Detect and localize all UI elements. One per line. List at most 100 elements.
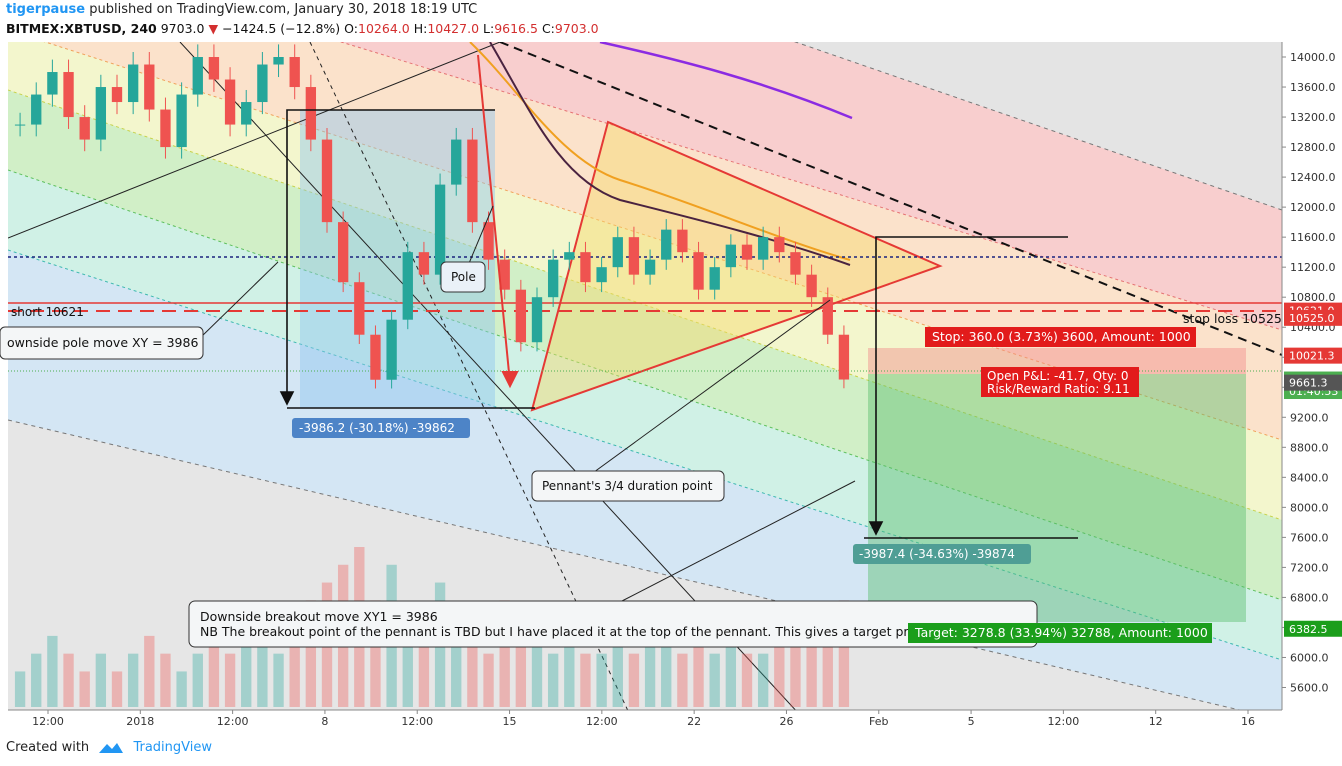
- price-tag-text: 9661.3: [1289, 377, 1328, 390]
- candle-body: [774, 237, 785, 253]
- open-label: O:: [344, 21, 359, 36]
- volume-bar: [402, 618, 413, 707]
- time-axis-bg: [0, 710, 1342, 732]
- candle-body: [370, 334, 381, 380]
- candle-body: [725, 244, 737, 268]
- volume-bar: [564, 635, 575, 707]
- candle-body: [31, 94, 42, 125]
- y-tick-label: 14000.0: [1290, 51, 1336, 64]
- candle-body: [63, 72, 74, 118]
- pnl-box: [981, 367, 1139, 397]
- price-tag-text: 10021.3: [1289, 350, 1335, 363]
- y-tick-label: 13600.0: [1290, 81, 1336, 94]
- volume-bar: [63, 653, 74, 707]
- x-tick-label: 12:00: [586, 715, 618, 728]
- symbol-name[interactable]: BITMEX:XBTUSD, 240: [6, 21, 157, 36]
- volume-bar: [370, 600, 381, 707]
- volume-bar: [806, 635, 817, 707]
- candle-body: [47, 72, 58, 95]
- volume-bar: [580, 653, 591, 707]
- volume-bar: [31, 653, 42, 707]
- y-tick-label: 11200.0: [1290, 261, 1336, 274]
- volume-bar: [838, 600, 850, 707]
- x-tick-label: 5: [968, 715, 975, 728]
- stop-label-text: Stop: 360.0 (3.73%) 3600, Amount: 1000: [932, 329, 1191, 344]
- candle-body: [241, 102, 252, 125]
- pole-arrow: [477, 54, 511, 384]
- candle-body: [79, 117, 90, 140]
- candle-body: [483, 222, 494, 260]
- candle-body: [677, 229, 688, 253]
- x-tick-label: 12: [1149, 715, 1163, 728]
- candle-body: [564, 252, 575, 260]
- candle-body: [596, 267, 607, 283]
- published-text: published on TradingView.com, January 30…: [89, 2, 478, 17]
- volume-bar: [241, 618, 252, 707]
- trend-line: [8, 42, 501, 239]
- volume-bar: [257, 635, 268, 707]
- volume-bar: [499, 600, 510, 707]
- volume-bar: [224, 653, 236, 707]
- volume-bar: [483, 653, 494, 707]
- y-tick-label: 8800.0: [1290, 441, 1329, 454]
- volume-bar: [661, 635, 672, 707]
- candle-body: [806, 274, 817, 298]
- volume-bar: [790, 618, 801, 707]
- x-tick-label: 8: [321, 715, 328, 728]
- volume-bar: [79, 671, 90, 707]
- candle-body: [127, 64, 139, 103]
- leader: [619, 480, 856, 603]
- volume-bar: [612, 635, 623, 707]
- target-label-box: [908, 623, 1212, 643]
- x-tick-label: 12:00: [401, 715, 433, 728]
- pole-arrow-head: [279, 391, 295, 406]
- candle-body: [434, 184, 446, 275]
- candle-body: [822, 297, 833, 335]
- channel-line: [339, 42, 1282, 331]
- candle-body: [757, 237, 769, 260]
- volume-bar: [14, 671, 26, 707]
- price-tag: [1284, 347, 1342, 364]
- volume-bar: [547, 653, 559, 707]
- tradingview-link[interactable]: TradingView: [133, 740, 212, 755]
- volume-bar: [596, 653, 607, 707]
- trend-line-black-dashed: [499, 42, 1282, 356]
- volume-bar: [451, 618, 462, 707]
- channel-line: [8, 419, 1242, 710]
- volume-bar: [757, 653, 769, 707]
- candle-body: [386, 319, 397, 380]
- volume-bar: [160, 653, 171, 707]
- volume-bar: [144, 635, 155, 707]
- x-tick-label: 12:00: [217, 715, 249, 728]
- candle-body: [418, 252, 430, 275]
- breakout-bracket: [875, 236, 1068, 532]
- candle-body: [257, 64, 268, 103]
- note-line-1: Downside breakout move XY1 = 3986: [200, 609, 438, 624]
- candle-body: [289, 57, 300, 88]
- pole-measure-box: [300, 110, 495, 408]
- candle-body: [644, 259, 656, 275]
- volume-bar: [192, 653, 203, 707]
- candle-body: [402, 252, 413, 320]
- candle-body: [95, 87, 107, 140]
- time-axis[interactable]: 12:00 2018 12:00 8 12:00 15 12:00 22 26 Feb 5 12:00…: [0, 709, 1342, 732]
- volume-bar: [95, 653, 107, 707]
- pole-measure-label: [292, 418, 470, 438]
- tradingview-logo-icon[interactable]: [99, 741, 124, 755]
- candle-body: [305, 87, 317, 140]
- volume-bar: [677, 653, 688, 707]
- volume-bar: [289, 635, 300, 707]
- candle-body: [192, 57, 203, 95]
- candle-body: [838, 334, 850, 380]
- price-axis[interactable]: 14000.0 13600.0 13200.0 12800.0 12400.0 12000…: [1281, 42, 1342, 710]
- candle-body: [467, 139, 478, 223]
- price-change: −1424.5 (−12.8%): [222, 21, 341, 36]
- candle-body: [144, 64, 155, 110]
- candle-body: [612, 237, 623, 268]
- open-value: 10264.0: [358, 21, 410, 36]
- candle-body: [321, 139, 333, 223]
- candle-body: [273, 57, 284, 65]
- author-name[interactable]: tigerpause: [6, 2, 86, 17]
- y-tick-label: 7600.0: [1290, 531, 1329, 544]
